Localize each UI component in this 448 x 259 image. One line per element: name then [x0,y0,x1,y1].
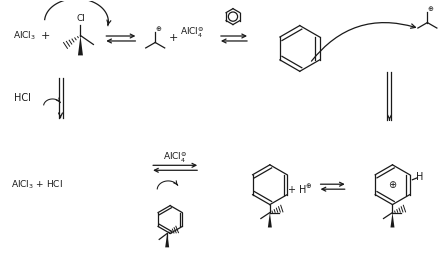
Polygon shape [78,35,83,55]
Text: $\oplus$: $\oplus$ [427,4,434,13]
Text: H: H [416,172,423,182]
Polygon shape [391,213,395,227]
Polygon shape [165,233,169,247]
Text: $\oplus$: $\oplus$ [388,179,397,190]
Text: AlCl$_3$ + HCl: AlCl$_3$ + HCl [11,178,63,191]
Text: +: + [41,31,50,40]
Polygon shape [268,213,272,227]
Text: $\oplus$: $\oplus$ [155,24,162,33]
Text: HCl: HCl [14,93,31,103]
Text: AlCl$_4^{\ominus}$: AlCl$_4^{\ominus}$ [163,151,187,165]
Text: AlCl$_4^{\ominus}$: AlCl$_4^{\ominus}$ [180,25,204,40]
Text: AlCl$_3$: AlCl$_3$ [13,29,36,42]
Text: + H$^{\oplus}$: + H$^{\oplus}$ [287,183,313,196]
Text: +: + [168,33,178,44]
Text: Cl: Cl [76,14,85,23]
